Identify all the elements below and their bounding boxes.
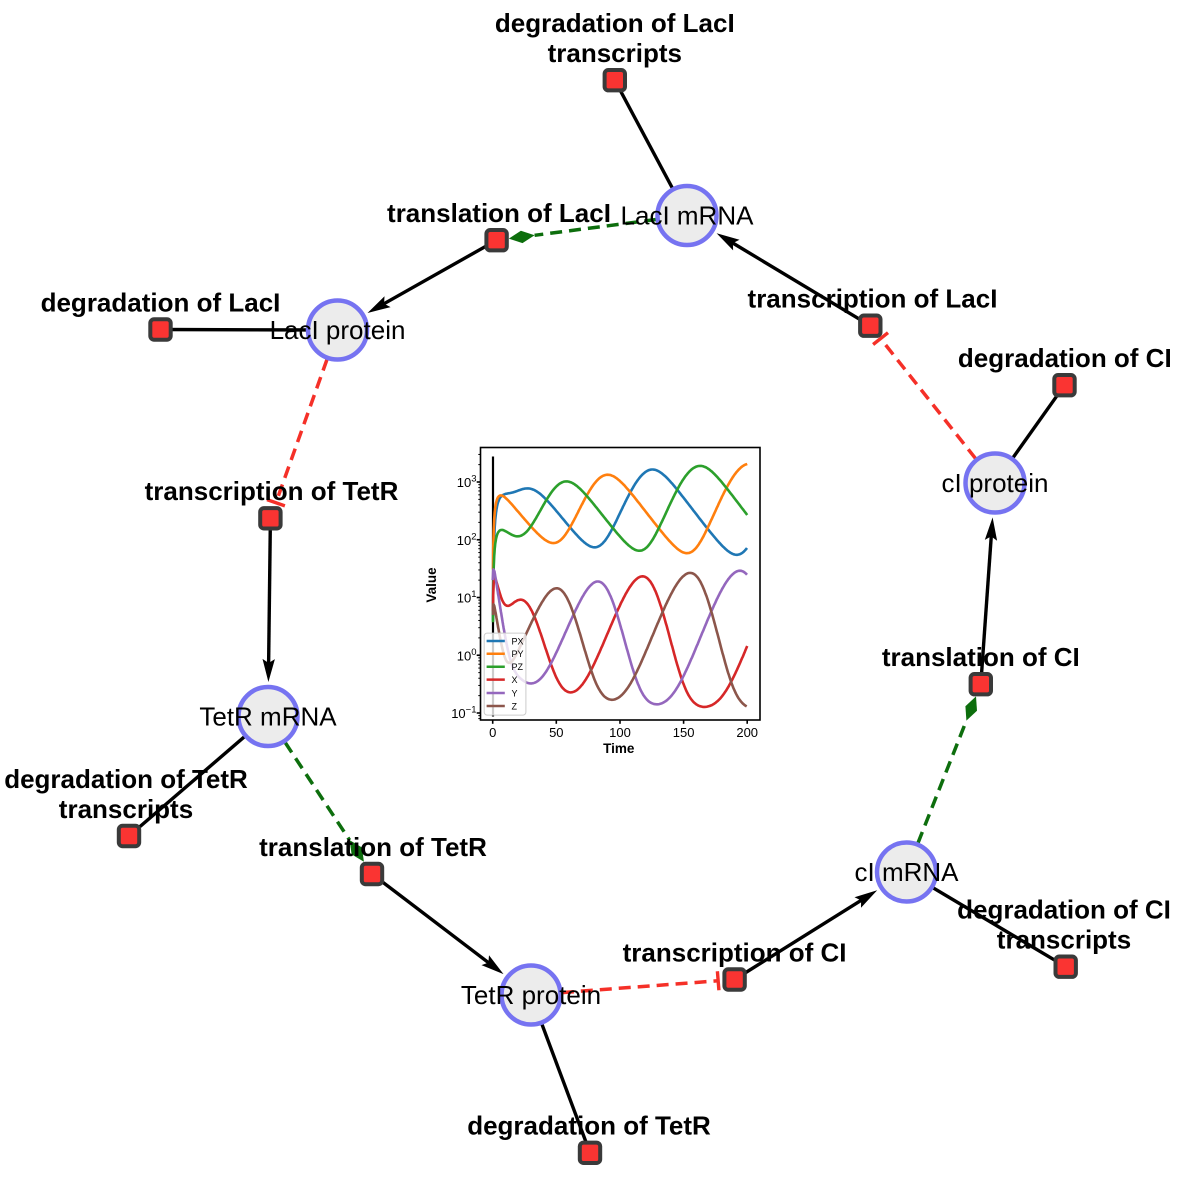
svg-text:LacI protein: LacI protein <box>270 315 406 345</box>
svg-text:cI mRNA: cI mRNA <box>855 857 960 887</box>
svg-text:transcription of CI: transcription of CI <box>623 937 847 967</box>
svg-text:degradation of CI: degradation of CI <box>958 343 1172 373</box>
svg-text:degradation of TetR: degradation of TetR <box>467 1111 711 1141</box>
svg-text:translation of CI: translation of CI <box>882 642 1080 672</box>
svg-text:degradation of CI: degradation of CI <box>957 895 1171 925</box>
svg-text:TetR protein: TetR protein <box>461 980 601 1010</box>
svg-text:200: 200 <box>736 725 758 740</box>
svg-text:100: 100 <box>609 725 631 740</box>
svg-text:translation of LacI: translation of LacI <box>387 198 611 228</box>
svg-text:degradation of LacI: degradation of LacI <box>41 287 281 317</box>
svg-text:Y: Y <box>512 689 518 699</box>
svg-text:150: 150 <box>673 725 695 740</box>
svg-text:0: 0 <box>489 725 496 740</box>
svg-text:Time: Time <box>603 741 635 756</box>
svg-text:LacI mRNA: LacI mRNA <box>621 201 755 231</box>
svg-text:50: 50 <box>549 725 563 740</box>
svg-text:translation of TetR: translation of TetR <box>259 832 487 862</box>
svg-text:degradation of LacI: degradation of LacI <box>495 8 735 38</box>
svg-text:Value: Value <box>424 567 439 603</box>
svg-text:cI protein: cI protein <box>942 468 1049 498</box>
svg-text:transcripts: transcripts <box>548 38 682 68</box>
svg-text:X: X <box>512 675 518 685</box>
svg-text:PZ: PZ <box>512 662 524 672</box>
svg-text:transcripts: transcripts <box>59 794 193 824</box>
svg-text:transcripts: transcripts <box>997 925 1131 955</box>
svg-text:Z: Z <box>512 702 518 712</box>
svg-text:PY: PY <box>512 649 524 659</box>
svg-text:PX: PX <box>512 637 524 647</box>
svg-text:transcription of TetR: transcription of TetR <box>145 476 399 506</box>
svg-text:transcription of LacI: transcription of LacI <box>748 284 998 314</box>
svg-text:degradation of TetR: degradation of TetR <box>4 764 248 794</box>
svg-text:TetR mRNA: TetR mRNA <box>199 702 337 732</box>
